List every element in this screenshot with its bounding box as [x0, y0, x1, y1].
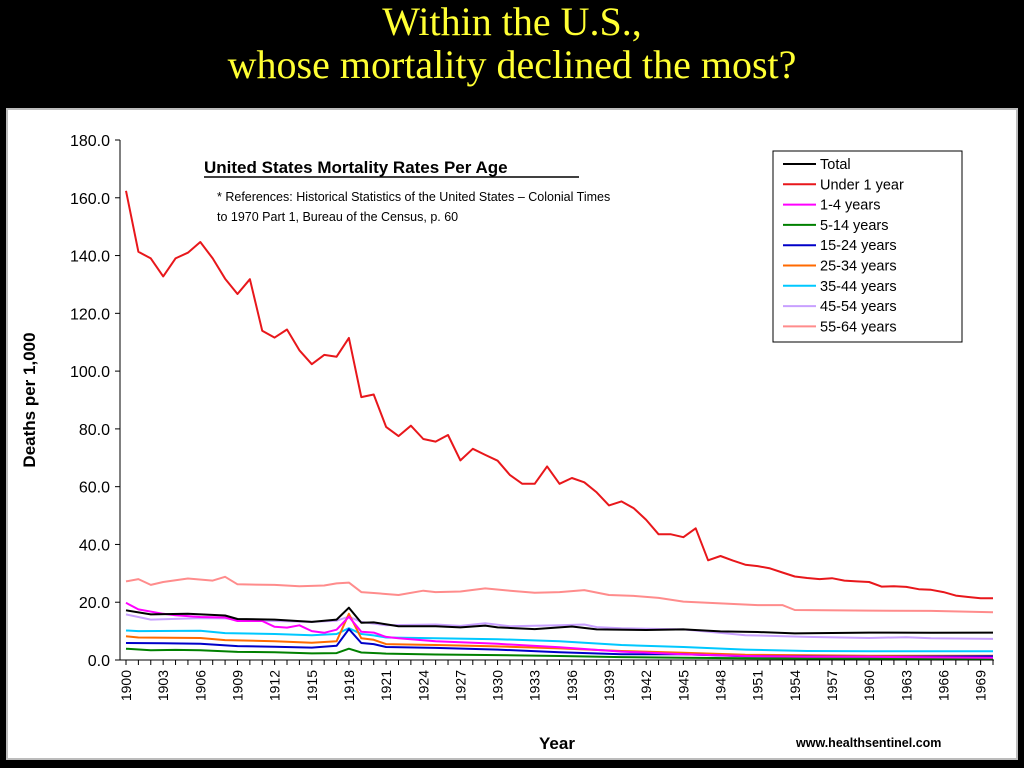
y-tick-label: 100.0 — [70, 364, 110, 381]
y-tick-label: 80.0 — [79, 422, 110, 439]
x-tick-label: 1957 — [824, 670, 840, 701]
y-tick-label: 120.0 — [70, 306, 110, 323]
x-tick-label: 1906 — [192, 670, 208, 701]
chart-title: United States Mortality Rates Per Age — [204, 158, 508, 177]
x-tick-label: 1912 — [267, 670, 283, 701]
x-axis-title: Year — [539, 734, 575, 753]
x-tick-label: 1963 — [898, 670, 914, 701]
x-tick-label: 1909 — [229, 670, 245, 701]
legend-label: Under 1 year — [820, 177, 904, 193]
x-tick-label: 1927 — [452, 670, 468, 701]
x-tick-label: 1939 — [601, 670, 617, 701]
x-tick-label: 1945 — [675, 670, 691, 701]
series-line-5-14-years — [125, 647, 994, 660]
y-tick-label: 0.0 — [88, 653, 110, 670]
x-tick-label: 1930 — [490, 670, 506, 701]
legend-box — [772, 150, 963, 343]
x-tick-label: 1933 — [527, 670, 543, 701]
reference-note-line-1: * References: Historical Statistics of t… — [217, 190, 610, 204]
legend: Total Under 1 year 1-4 years 5-14 years 15-2… — [772, 150, 963, 343]
legend-label: 45-54 years — [820, 299, 897, 315]
chart-panel: 0.0 20.0 40.0 60.0 80.0 100.0 120.0 140.0 160.0 1… — [6, 108, 1018, 760]
legend-label: 35-44 years — [820, 279, 897, 295]
legend-label: 25-34 years — [820, 259, 897, 275]
legend-label: 55-64 years — [820, 319, 897, 335]
x-tick-label: 1969 — [973, 670, 989, 701]
legend-label: Total — [820, 157, 851, 173]
x-tick-label: 1960 — [861, 670, 877, 701]
series-line-total — [125, 606, 994, 635]
reference-note-line-2: to 1970 Part 1, Bureau of the Census, p.… — [217, 210, 458, 224]
series-line-25-34-years — [125, 612, 993, 657]
x-ticks: 1900 1903 1906 1909 1912 1915 1918 1921 1924 1927… — [118, 660, 994, 701]
y-tick-label: 20.0 — [79, 595, 110, 612]
y-tick-label: 140.0 — [70, 249, 110, 266]
series-line-35-44-years — [125, 627, 993, 653]
series-line-1-4-years — [125, 601, 994, 659]
x-tick-label: 1915 — [304, 670, 320, 701]
legend-label: 1-4 years — [820, 198, 880, 214]
x-tick-label: 1966 — [935, 670, 951, 701]
legend-label: 15-24 years — [820, 238, 897, 254]
y-tick-label: 160.0 — [70, 191, 110, 208]
x-tick-label: 1924 — [415, 670, 431, 701]
series-line-55-64-years — [125, 575, 994, 614]
y-ticks: 0.0 20.0 40.0 60.0 80.0 100.0 120.0 140.0 160.0 1… — [70, 133, 120, 670]
x-tick-label: 1942 — [638, 670, 654, 701]
chart-axes — [119, 140, 994, 661]
source-credit: www.healthsentinel.com — [795, 736, 941, 750]
slide-title-line-2: whose mortality declined the most? — [227, 42, 797, 87]
y-axis-title: Deaths per 1,000 — [20, 332, 39, 467]
legend-label: 5-14 years — [820, 218, 889, 234]
slide-title: Within the U.S., whose mortality decline… — [0, 0, 1024, 86]
x-tick-label: 1954 — [787, 670, 803, 701]
series-line-under-1-year — [125, 190, 993, 600]
x-tick-label: 1948 — [713, 670, 729, 701]
x-tick-label: 1951 — [750, 670, 766, 701]
x-tick-label: 1903 — [155, 670, 171, 701]
y-tick-label: 40.0 — [79, 537, 110, 554]
slide-title-line-1: Within the U.S., — [382, 0, 642, 44]
y-tick-label: 180.0 — [70, 133, 110, 150]
mortality-line-chart: 0.0 20.0 40.0 60.0 80.0 100.0 120.0 140.0 160.0 1… — [20, 133, 994, 753]
y-tick-label: 60.0 — [79, 480, 110, 497]
x-tick-label: 1918 — [341, 670, 357, 701]
x-tick-label: 1936 — [564, 670, 580, 701]
x-tick-label: 1900 — [118, 670, 134, 701]
x-tick-label: 1921 — [378, 670, 394, 701]
series-lines — [125, 190, 994, 660]
